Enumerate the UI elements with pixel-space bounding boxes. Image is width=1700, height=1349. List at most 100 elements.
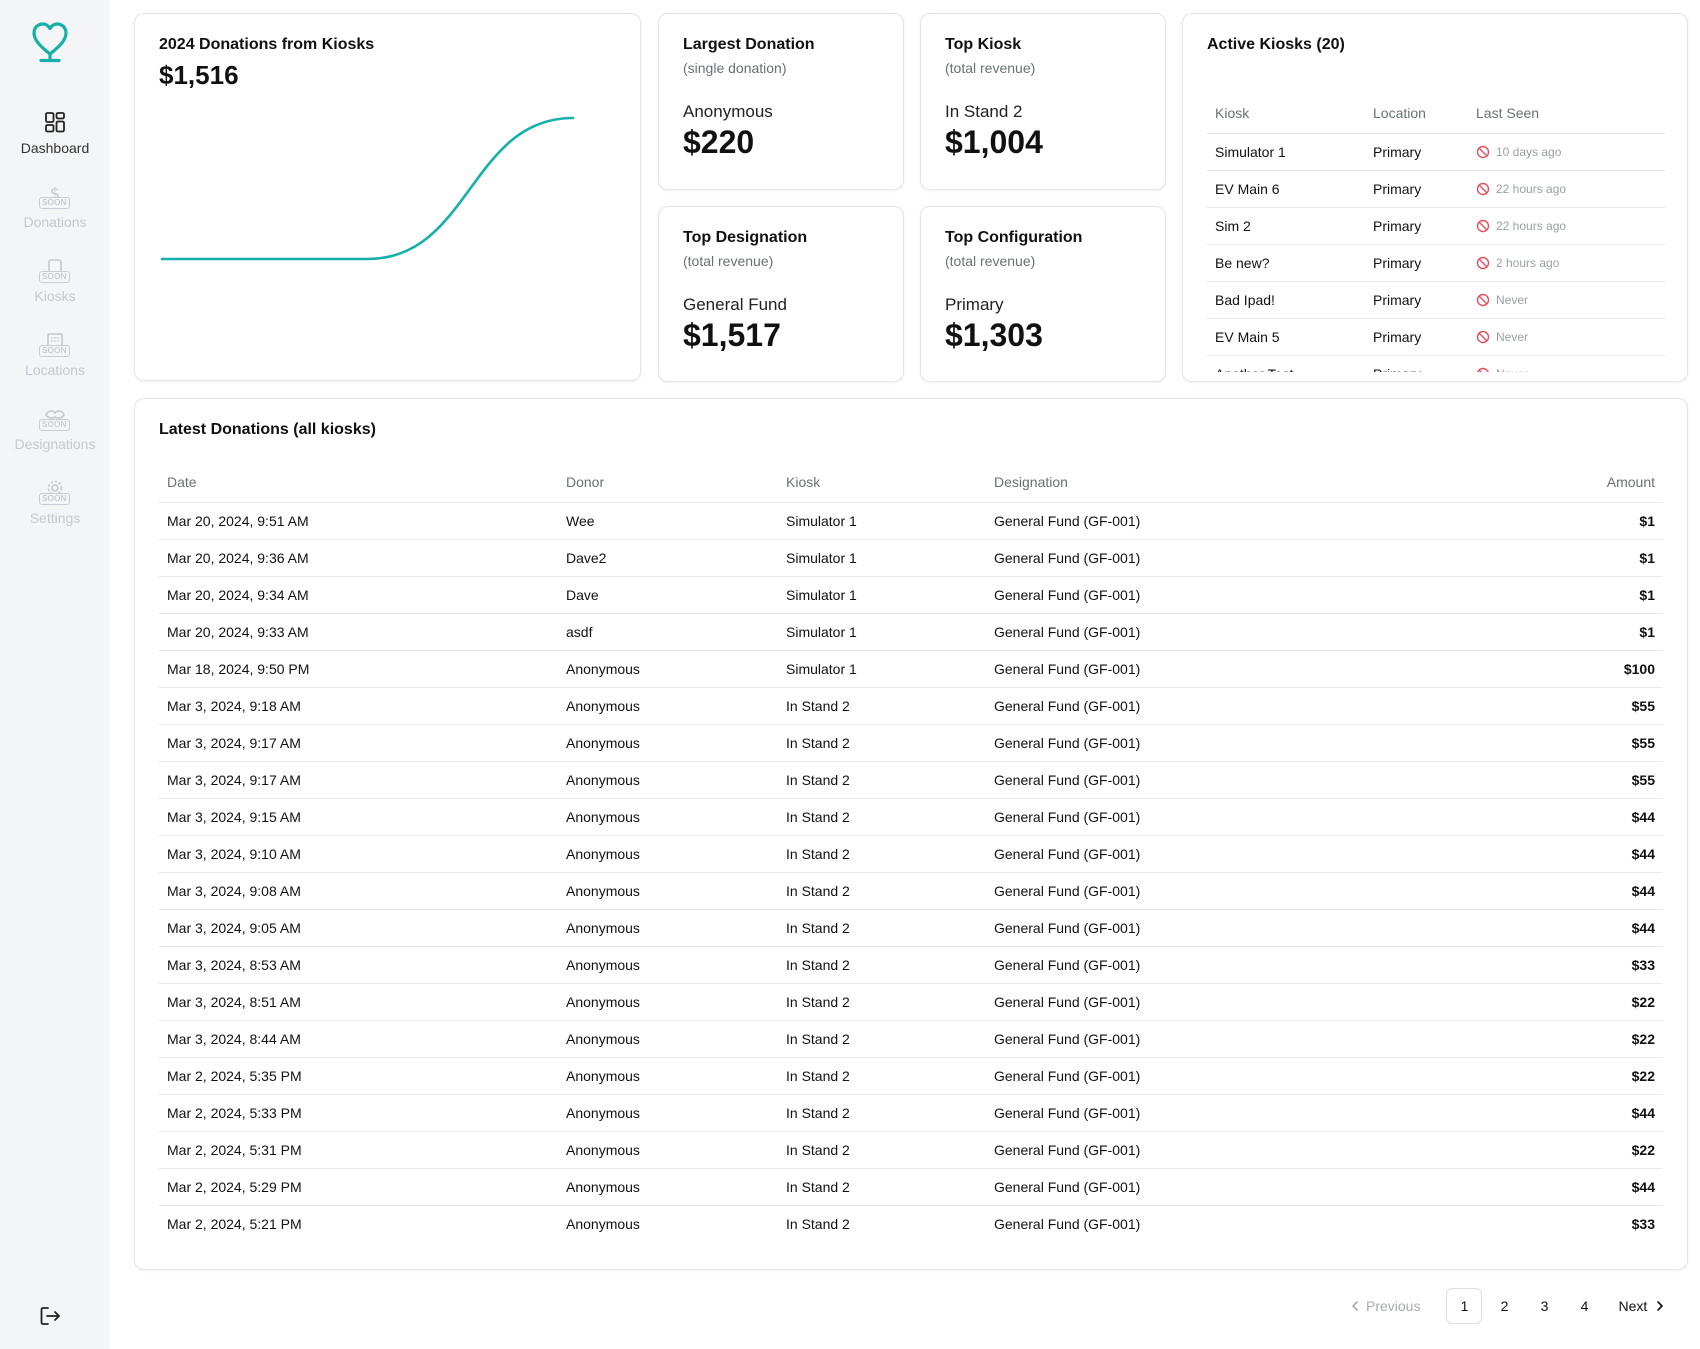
kiosk-last-seen: 22 hours ago xyxy=(1468,207,1665,245)
offline-icon xyxy=(1476,330,1490,343)
donation-amount: $22 xyxy=(1463,983,1663,1021)
column-header-donor[interactable]: Donor xyxy=(558,462,778,503)
table-row[interactable]: EV Main 5 Primary Never xyxy=(1207,318,1665,356)
donation-designation: General Fund (GF-001) xyxy=(986,613,1464,651)
sidebar-item-designations[interactable]: SOON Designations xyxy=(0,406,110,452)
table-row[interactable]: Sim 2 Primary 22 hours ago xyxy=(1207,207,1665,245)
card-name: Anonymous xyxy=(683,102,773,121)
donation-kiosk: In Stand 2 xyxy=(778,909,986,947)
table-row[interactable]: Bad Ipad! Primary Never xyxy=(1207,281,1665,319)
column-header-last-seen[interactable]: Last Seen xyxy=(1468,93,1665,134)
sidebar-item-label: Donations xyxy=(23,214,87,230)
donation-date: Mar 3, 2024, 9:10 AM xyxy=(159,835,558,873)
donation-amount: $1 xyxy=(1463,502,1663,540)
donation-date: Mar 2, 2024, 5:31 PM xyxy=(159,1131,558,1169)
kiosk-name: Simulator 1 xyxy=(1207,133,1365,171)
kiosk-name: EV Main 5 xyxy=(1207,318,1365,356)
active-kiosks-title: Active Kiosks (20) xyxy=(1207,36,1345,53)
donation-amount: $44 xyxy=(1463,835,1663,873)
column-header-location[interactable]: Location xyxy=(1365,93,1468,134)
table-row[interactable]: Mar 20, 2024, 9:36 AM Dave2 Simulator 1 Gen… xyxy=(159,539,1663,577)
previous-page-button[interactable]: Previous xyxy=(1350,1298,1420,1314)
table-row[interactable]: Mar 18, 2024, 9:50 PM Anonymous Simulator … xyxy=(159,650,1663,688)
donation-amount: $22 xyxy=(1463,1020,1663,1058)
page-button-2[interactable]: 2 xyxy=(1500,1298,1509,1314)
donation-amount: $44 xyxy=(1463,798,1663,836)
column-header-date[interactable]: Date xyxy=(159,462,558,503)
donation-kiosk: In Stand 2 xyxy=(778,946,986,984)
donation-amount: $1 xyxy=(1463,613,1663,651)
sidebar-item-label: Locations xyxy=(25,362,85,378)
table-row[interactable]: Mar 20, 2024, 9:34 AM Dave Simulator 1 Gene… xyxy=(159,576,1663,614)
latest-donations-table: Date Donor Kiosk Designation Amount Mar … xyxy=(159,462,1663,1242)
heart-icon[interactable] xyxy=(30,20,70,64)
last-seen-text: 10 days ago xyxy=(1496,144,1562,159)
chart-title: 2024 Donations from Kiosks xyxy=(159,36,375,53)
card-value: $1,004 xyxy=(945,124,1043,160)
donation-kiosk: Simulator 1 xyxy=(778,613,986,651)
column-header-designation[interactable]: Designation xyxy=(986,462,1464,503)
soon-badge: SOON xyxy=(39,493,70,505)
next-page-button[interactable]: Next xyxy=(1618,1298,1665,1314)
donation-donor: Dave xyxy=(558,576,778,614)
column-header-amount[interactable]: Amount xyxy=(1463,462,1663,503)
sidebar-item-dashboard[interactable]: Dashboard xyxy=(0,110,110,156)
table-row[interactable]: Be new? Primary 2 hours ago xyxy=(1207,244,1665,282)
top-configuration-card: Top Configuration (total revenue) Primar… xyxy=(920,206,1166,382)
dollar-icon: $ SOON xyxy=(39,184,70,210)
table-row[interactable]: EV Main 6 Primary 22 hours ago xyxy=(1207,170,1665,208)
page-button-3[interactable]: 3 xyxy=(1540,1298,1549,1314)
donation-date: Mar 3, 2024, 9:18 AM xyxy=(159,687,558,725)
column-header-kiosk[interactable]: Kiosk xyxy=(778,462,986,503)
page-button-4[interactable]: 4 xyxy=(1580,1298,1589,1314)
donation-donor: Anonymous xyxy=(558,1057,778,1095)
donation-date: Mar 2, 2024, 5:35 PM xyxy=(159,1057,558,1095)
donation-date: Mar 2, 2024, 5:33 PM xyxy=(159,1094,558,1132)
donation-kiosk: Simulator 1 xyxy=(778,576,986,614)
chart-total: $1,516 xyxy=(159,60,239,90)
page-button-1[interactable]: 1 xyxy=(1446,1288,1483,1324)
kiosk-location: Primary xyxy=(1365,133,1468,171)
column-header-kiosk[interactable]: Kiosk xyxy=(1207,93,1365,134)
donation-kiosk: In Stand 2 xyxy=(778,835,986,873)
donation-designation: General Fund (GF-001) xyxy=(986,687,1464,725)
donation-kiosk: In Stand 2 xyxy=(786,1215,850,1232)
donation-amount: $44 xyxy=(1463,872,1663,910)
offline-icon xyxy=(1476,145,1490,158)
largest-donation-card: Largest Donation (single donation) Anony… xyxy=(658,13,904,190)
table-row[interactable]: Mar 20, 2024, 9:33 AM asdf Simulator 1 Gene… xyxy=(159,613,1663,651)
building-icon: SOON xyxy=(39,332,70,358)
table-row[interactable]: Mar 2, 2024, 5:21 PM Anonymous In Stand 2 G… xyxy=(159,1205,1663,1242)
donation-amount: $1 xyxy=(1463,539,1663,577)
kiosk-last-seen: Never xyxy=(1468,318,1665,356)
sidebar-item-kiosks[interactable]: SOON Kiosks xyxy=(0,258,110,304)
card-title: Top Designation xyxy=(683,229,808,246)
donation-donor: Anonymous xyxy=(558,724,778,762)
sidebar-item-donations[interactable]: $ SOON Donations xyxy=(0,184,110,230)
donation-donor: Anonymous xyxy=(558,835,778,873)
sidebar-item-locations[interactable]: SOON Locations xyxy=(0,332,110,378)
table-row[interactable]: Mar 20, 2024, 9:51 AM Wee Simulator 1 Gener… xyxy=(159,502,1663,540)
donation-date: Mar 2, 2024, 5:29 PM xyxy=(159,1168,558,1206)
donation-kiosk: Simulator 1 xyxy=(778,650,986,688)
sidebar-item-settings[interactable]: SOON Settings xyxy=(0,480,110,526)
kiosk-location: Primary xyxy=(1365,281,1468,319)
donation-donor: Anonymous xyxy=(558,687,778,725)
kiosk-last-seen: Never xyxy=(1468,281,1665,319)
logout-icon[interactable] xyxy=(38,1304,62,1328)
table-row[interactable]: Simulator 1 Primary 10 days ago xyxy=(1207,133,1665,171)
